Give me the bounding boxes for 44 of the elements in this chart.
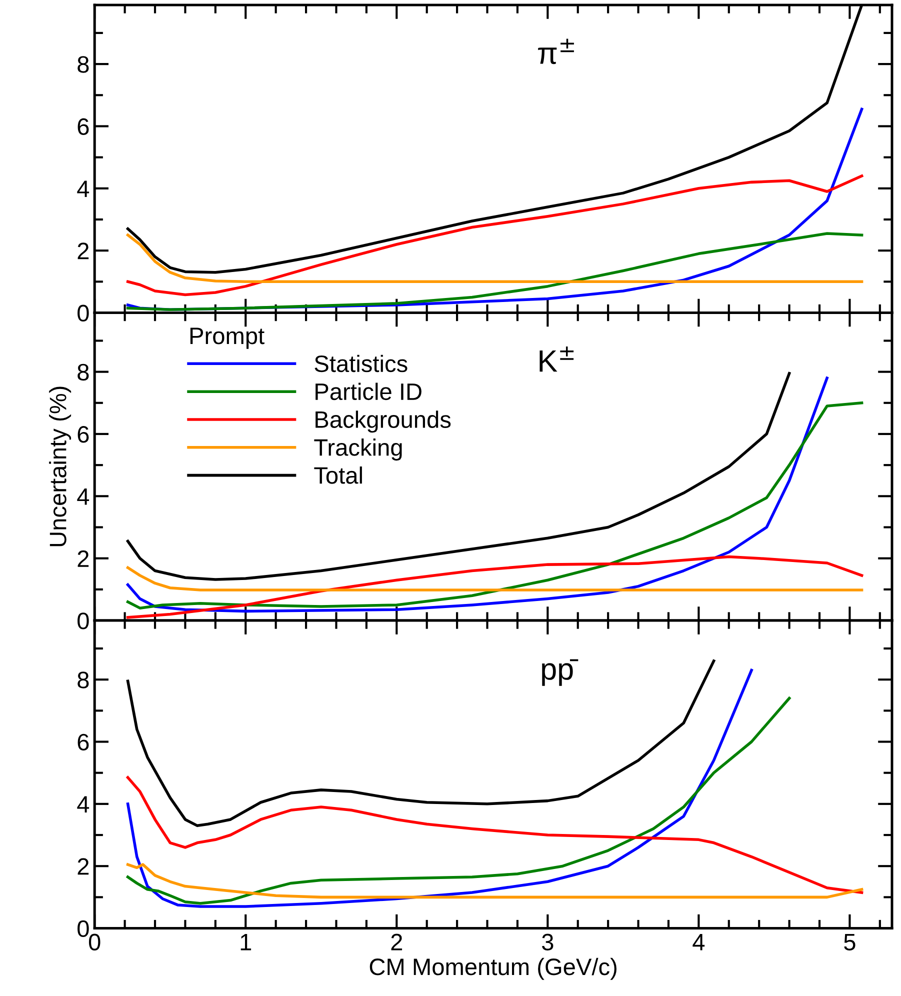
line-series xyxy=(126,174,864,296)
y-tick-label: 2 xyxy=(78,550,89,567)
y-tick-label: 2 xyxy=(78,858,89,875)
text: K$^{±}$ xyxy=(540,346,574,372)
line-series xyxy=(126,402,864,610)
line-series xyxy=(126,555,864,619)
y-tick-label: 6 xyxy=(78,734,89,751)
line-series xyxy=(126,776,864,894)
text: pp̄ xyxy=(542,659,578,686)
line-series xyxy=(126,234,864,284)
y-tick-label: 0 xyxy=(78,304,89,322)
x-tick-label: 4 xyxy=(692,934,705,950)
line-series xyxy=(126,566,864,592)
x-tick-label: 0 xyxy=(88,934,100,950)
y-tick-label: 2 xyxy=(78,242,89,260)
y-tick-label: 6 xyxy=(78,118,89,136)
y-tick-label: 4 xyxy=(77,180,90,197)
y-tick-label: 8 xyxy=(78,56,89,73)
text: π$^{±}$ xyxy=(538,38,574,64)
line-series xyxy=(126,696,791,905)
x-tick-label: 5 xyxy=(844,934,856,950)
y-tick-label: 6 xyxy=(78,426,89,443)
legend-label: Tracking xyxy=(314,438,402,461)
y-tick-label: 0 xyxy=(78,612,89,630)
legend-label: Statistics xyxy=(314,354,408,372)
legend-label: Backgrounds xyxy=(316,410,451,433)
line-series xyxy=(126,376,828,613)
legend-label: Particle ID xyxy=(316,382,422,400)
y-axis-title: Uncertainty (%) xyxy=(49,386,72,546)
y-tick-label: 0 xyxy=(78,920,89,938)
line-series xyxy=(126,372,791,581)
x-tick-label: 2 xyxy=(391,934,402,950)
y-tick-label: 8 xyxy=(78,672,89,688)
y-tick-label: 4 xyxy=(77,488,90,505)
line-series xyxy=(126,660,716,828)
legend-title: Prompt xyxy=(190,328,264,349)
y-tick-label: 4 xyxy=(77,796,90,812)
x-tick-label: 1 xyxy=(240,934,252,950)
y-tick-label: 8 xyxy=(78,364,89,381)
legend-label: Total xyxy=(314,466,362,484)
line-series xyxy=(126,232,864,312)
x-axis-title: CM Momentum (GeV/c) xyxy=(370,958,616,980)
x-tick-label: 3 xyxy=(542,934,554,950)
line-series xyxy=(126,863,864,899)
